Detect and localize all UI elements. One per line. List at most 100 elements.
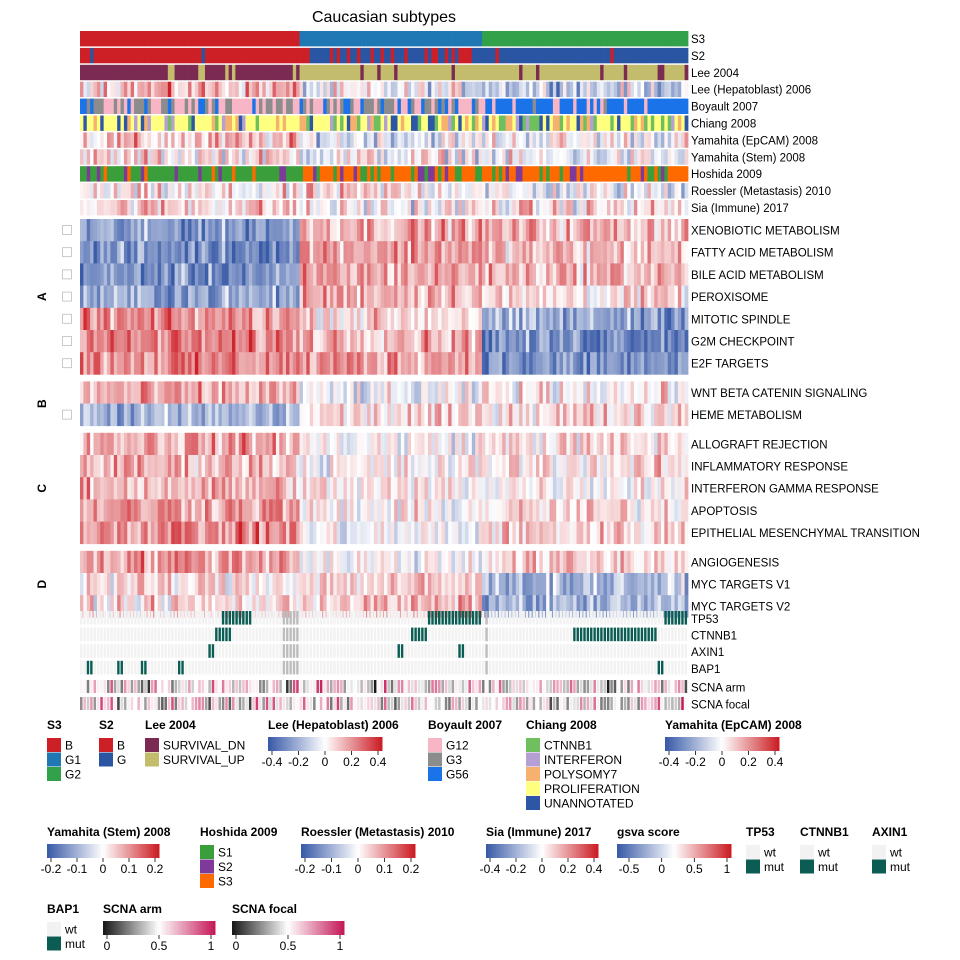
annotation-cell <box>657 183 662 199</box>
heatmap-cell <box>444 499 449 522</box>
annotation-track-label: Lee 2004 <box>691 68 740 80</box>
heatmap-cell <box>468 550 473 574</box>
heatmap-cell <box>384 432 388 456</box>
annotation-cell <box>211 183 216 199</box>
annotation-cell <box>400 31 405 47</box>
annotation-cell <box>248 132 253 148</box>
annotation-cell <box>292 98 297 114</box>
annotation-cell <box>407 183 412 199</box>
heatmap-cell <box>150 521 155 545</box>
heatmap-cell <box>475 241 479 264</box>
heatmap-cell <box>346 219 351 242</box>
annotation-cell <box>184 98 189 114</box>
heatmap-cell <box>144 521 148 545</box>
annotation-cell <box>107 183 111 199</box>
annotation-cell <box>245 132 250 148</box>
annotation-cell <box>495 183 500 199</box>
heatmap-cell <box>346 499 351 522</box>
annotation-cell <box>650 149 655 165</box>
heatmap-cell <box>306 595 311 618</box>
annotation-cell <box>83 149 88 165</box>
heatmap-cell <box>536 403 540 427</box>
heatmap-cell <box>191 499 196 522</box>
heatmap-row <box>80 432 689 456</box>
annotation-cell <box>370 115 375 131</box>
annotation-cell <box>161 183 165 199</box>
heatmap-cell <box>458 381 463 404</box>
heatmap-cell <box>400 573 405 596</box>
heatmap-cell <box>333 330 338 353</box>
heatmap-cell <box>681 241 686 264</box>
annotation-cell <box>481 132 486 148</box>
annotation-cell <box>515 98 520 114</box>
heatmap-cell <box>252 455 257 478</box>
annotation-cell <box>508 81 513 98</box>
annotation-cell <box>103 98 108 114</box>
heatmap-cell <box>519 477 523 500</box>
annotation-cell <box>613 183 618 199</box>
annotation-cell <box>93 200 98 216</box>
annotation-cell <box>134 64 138 81</box>
annotation-cell <box>573 98 577 114</box>
heatmap-cell <box>573 381 577 404</box>
heatmap-cell <box>248 219 253 242</box>
heatmap-cell <box>515 573 520 596</box>
heatmap-cell <box>83 285 88 309</box>
annotation-cell <box>120 149 125 165</box>
heatmap-cell <box>259 432 263 456</box>
annotation-cell <box>272 200 277 216</box>
heatmap-cell <box>630 330 635 353</box>
heatmap-cell <box>644 432 648 456</box>
annotation-cell <box>424 98 429 114</box>
annotation-cell <box>113 64 118 81</box>
annotation-cell <box>150 47 155 64</box>
annotation-cell <box>536 47 540 64</box>
annotation-cell <box>363 64 368 81</box>
annotation-cell <box>306 64 311 81</box>
annotation-cell <box>384 64 388 81</box>
heatmap-cell <box>444 521 449 545</box>
annotation-cell <box>107 98 111 114</box>
annotation-cell <box>377 115 382 131</box>
heatmap-cell <box>218 403 223 427</box>
heatmap-cell <box>481 432 486 456</box>
annotation-cell <box>171 81 175 98</box>
heatmap-cell <box>181 595 186 618</box>
heatmap-cell <box>360 241 365 264</box>
annotation-cell <box>299 31 304 47</box>
heatmap-cell <box>279 381 284 404</box>
heatmap-cell <box>512 432 517 456</box>
heatmap-cell <box>431 550 436 574</box>
annotation-cell <box>664 81 669 98</box>
heatmap-cell <box>232 263 236 286</box>
annotation-cell <box>350 31 354 47</box>
heatmap-cell <box>644 307 648 331</box>
annotation-cell <box>417 149 422 165</box>
heatmap-cell <box>684 352 689 375</box>
heatmap-cell <box>515 455 520 478</box>
heatmap-cell <box>282 285 287 309</box>
annotation-cell <box>444 132 449 148</box>
annotation-cell <box>593 115 598 131</box>
annotation-cell <box>444 64 449 81</box>
annotation-cell <box>215 183 219 199</box>
heatmap-cell <box>536 499 540 522</box>
heatmap-cell <box>407 241 412 264</box>
heatmap-cell <box>556 521 561 545</box>
heatmap-cell <box>579 307 584 331</box>
annotation-cell <box>478 98 483 114</box>
annotation-cell <box>242 149 246 165</box>
annotation-cell <box>363 132 368 148</box>
heatmap-cell <box>225 263 230 286</box>
heatmap-cell <box>242 263 246 286</box>
heatmap-cell <box>633 499 638 522</box>
heatmap-cell <box>292 595 297 618</box>
annotation-cell <box>512 31 517 47</box>
annotation-cell <box>485 98 490 114</box>
heatmap-cell <box>387 241 392 264</box>
annotation-cell <box>211 81 216 98</box>
heatmap-cell <box>576 263 581 286</box>
heatmap-cell <box>488 455 493 478</box>
annotation-cell <box>147 149 152 165</box>
annotation-cell <box>96 81 101 98</box>
